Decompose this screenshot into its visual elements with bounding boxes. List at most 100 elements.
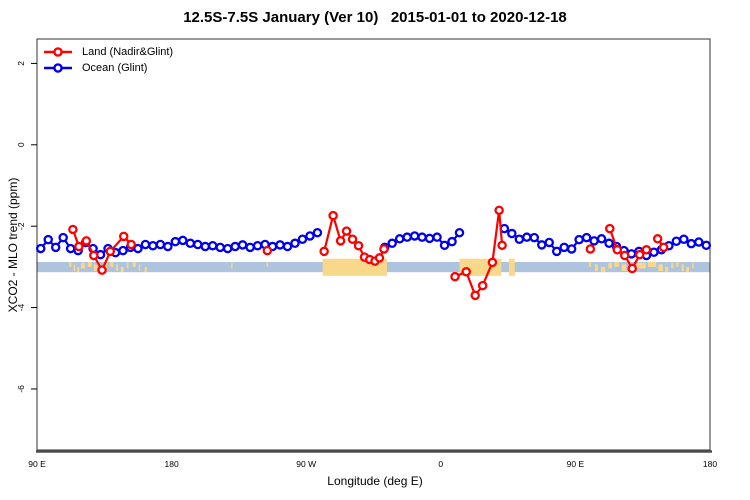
land-patch (266, 261, 269, 267)
land-data-point (262, 245, 273, 256)
land-patch (81, 262, 85, 269)
ocean-data-point (566, 244, 577, 254)
ocean-data-point (222, 243, 233, 254)
ocean-data-point (185, 238, 196, 249)
ocean-data-point (155, 239, 166, 250)
land-data-point (328, 210, 338, 221)
y-tick-label: -4 (16, 304, 26, 312)
land-data-point (105, 246, 116, 257)
land-data-point (68, 224, 78, 235)
ocean-data-point (35, 243, 46, 254)
x-tick-label: 180 (165, 459, 179, 469)
ocean-data-point (237, 240, 248, 250)
land-patch (636, 262, 646, 269)
ocean-data-point (439, 240, 450, 251)
ocean-data-point (694, 237, 704, 247)
land-data-point (641, 245, 652, 255)
ocean-data-point (701, 240, 712, 251)
land-patch (681, 264, 684, 271)
ocean-data-point (596, 234, 607, 244)
land-patch (647, 261, 657, 267)
land-data-point (319, 246, 329, 257)
land-data-point (341, 226, 352, 236)
ocean-data-point (312, 227, 323, 238)
ocean-data-point (574, 234, 584, 245)
ocean-data-point (559, 242, 569, 253)
ocean-data-point (589, 236, 599, 246)
land-data-point (379, 244, 389, 254)
land-data-point (450, 271, 460, 282)
ocean-data-point (514, 234, 525, 244)
ocean-data-point (178, 235, 188, 246)
legend-entry-land: Land (Nadir&Glint) (42, 45, 173, 59)
ocean-data-point (305, 231, 315, 241)
ocean-data-point (290, 238, 300, 249)
land-patch (144, 266, 147, 273)
ocean-data-point (118, 245, 128, 256)
land-data-point (652, 234, 663, 244)
land-patch (120, 266, 124, 273)
land-data-point (335, 236, 346, 246)
land-patch (588, 261, 592, 267)
legend-label-land: Land (Nadir&Glint) (82, 46, 174, 58)
land-data-point (353, 240, 364, 251)
ocean-data-point (297, 234, 308, 244)
land-data-point (497, 240, 507, 251)
ocean-data-point (230, 241, 240, 252)
land-patch (93, 264, 97, 271)
ocean-data-point (282, 241, 293, 252)
land-patch (116, 264, 119, 271)
land-series-swatch (44, 47, 72, 57)
ocean-data-point (581, 232, 592, 243)
ocean-data-point (537, 240, 547, 250)
ocean-data-point (193, 239, 203, 250)
land-swatch-marker (53, 47, 63, 57)
ocean-data-point (686, 238, 697, 249)
x-tick-label: 90 E (28, 459, 46, 469)
y-axis-title: XCO2 - MLO trend (ppm) (6, 177, 20, 313)
land-patch (69, 261, 72, 267)
legend-label-ocean: Ocean (Glint) (82, 62, 148, 74)
land-patch (87, 261, 92, 267)
land-patch (676, 261, 679, 267)
land-series-line (454, 210, 504, 298)
ocean-data-point (245, 242, 255, 253)
land-patch (594, 264, 598, 271)
land-patch (508, 258, 515, 276)
ocean-data-point (402, 232, 412, 242)
ocean-data-point (522, 232, 532, 242)
ocean-data-point (133, 243, 143, 254)
x-tick-label: 90 E (567, 459, 585, 469)
ocean-data-point (447, 236, 457, 247)
ocean-data-point (409, 231, 420, 241)
legend: Land (Nadir&Glint) Ocean (Glint) (42, 45, 173, 75)
legend-entry-ocean: Ocean (Glint) (42, 61, 173, 75)
land-patch (138, 264, 141, 271)
ocean-data-point (170, 236, 181, 247)
land-patch (126, 262, 129, 269)
land-data-point (126, 239, 136, 250)
ocean-data-point (424, 233, 435, 244)
ocean-data-point (432, 232, 442, 242)
land-patch (104, 262, 108, 269)
ocean-data-point (140, 239, 151, 250)
land-data-point (612, 245, 623, 255)
x-axis-title: Longitude (deg E) (327, 474, 423, 488)
ocean-data-point (529, 232, 540, 243)
land-patch (110, 261, 114, 267)
x-tick-label: 0 (438, 459, 443, 469)
land-data-point (461, 267, 471, 277)
ocean-data-point (148, 240, 158, 251)
land-patch (614, 261, 619, 267)
ocean-data-point (50, 242, 61, 253)
land-data-point (74, 241, 84, 252)
ocean-data-point (163, 241, 173, 252)
land-data-point (477, 280, 488, 291)
land-patch (665, 266, 669, 273)
ocean-data-point (649, 247, 659, 257)
land-data-point (658, 242, 669, 253)
ocean-series-swatch (44, 63, 72, 73)
ocean-data-point (679, 234, 689, 244)
land-data-point (81, 236, 92, 246)
